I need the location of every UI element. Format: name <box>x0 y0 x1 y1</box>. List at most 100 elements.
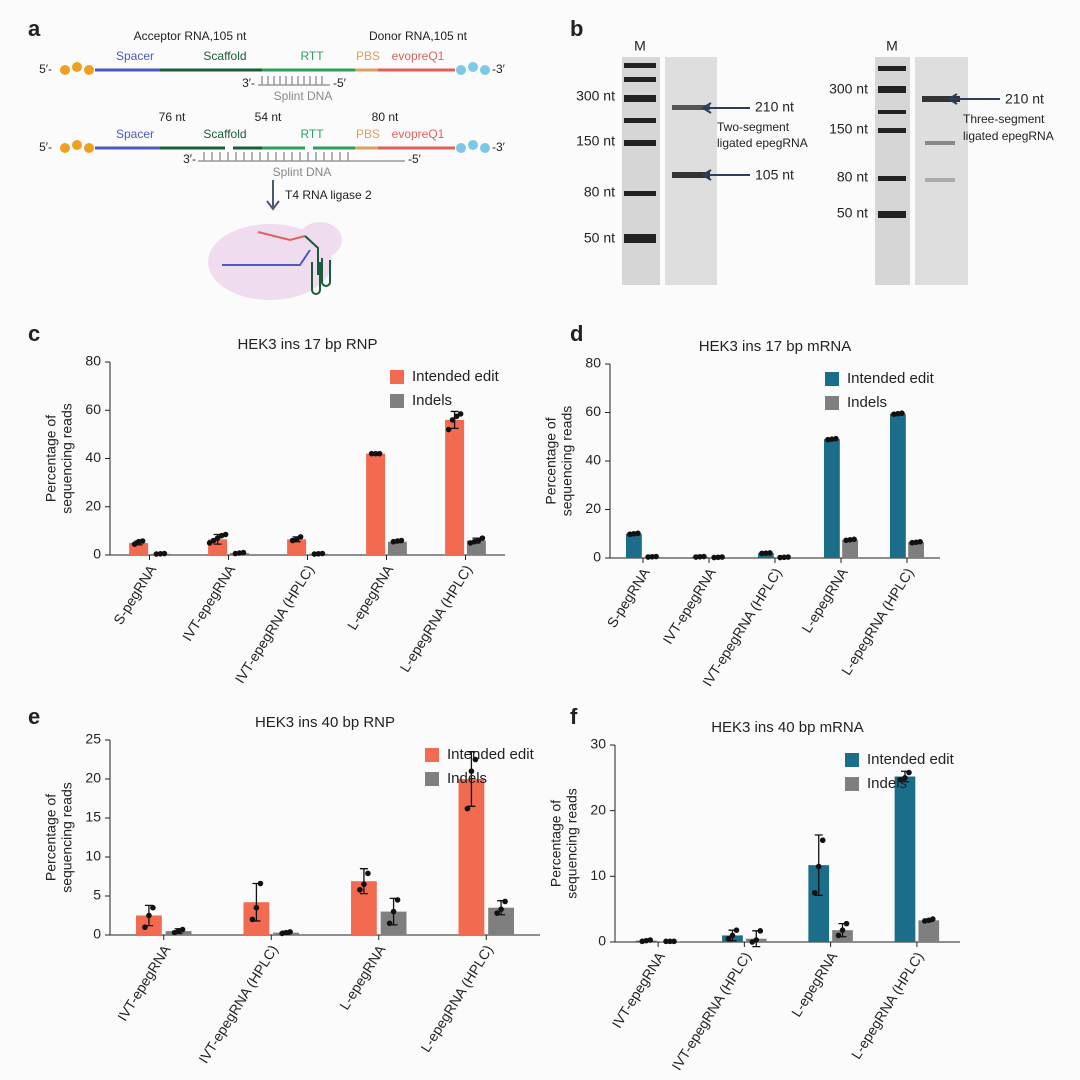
data-point <box>902 775 908 781</box>
x-tick-label: IVT-epegRNA (HPLC) <box>195 942 281 1066</box>
band-note: ligated epegRNA <box>963 129 1054 143</box>
data-point <box>386 920 393 927</box>
splint-label: Splint DNA <box>273 165 332 179</box>
segment-label: Spacer <box>116 127 154 141</box>
x-tick-label: L-epegRNA <box>336 942 389 1013</box>
ladder-label: 80 nt <box>837 169 868 185</box>
splint-label: Splint DNA <box>274 89 333 103</box>
segment-label: PBS <box>356 49 380 63</box>
data-point <box>843 920 850 927</box>
end-label: -5′ <box>408 152 422 166</box>
data-point <box>157 550 164 557</box>
x-tick-label: L-epegRNA (HPLC) <box>848 949 927 1062</box>
band-note: Two-segment <box>717 120 790 134</box>
data-point <box>390 908 397 915</box>
data-point <box>502 898 508 905</box>
y-tick-label: 0 <box>93 926 101 942</box>
data-point <box>376 450 383 457</box>
data-point <box>833 435 839 442</box>
gel-bands <box>878 66 960 218</box>
data-point <box>161 550 168 557</box>
band-label: 105 nt <box>755 167 794 183</box>
bar <box>445 419 465 555</box>
data-point <box>394 897 401 903</box>
y-tick-label: 60 <box>85 401 101 417</box>
data-point <box>311 551 318 557</box>
data-point <box>398 537 405 544</box>
data-point <box>851 536 857 543</box>
band-label: 210 nt <box>755 99 794 115</box>
legend-swatch <box>425 772 439 786</box>
end-label: 3′- <box>242 76 255 90</box>
panel-label: a <box>28 16 41 41</box>
legend-label: Indels <box>412 392 452 409</box>
legend-swatch <box>845 753 859 767</box>
data-point <box>757 928 764 934</box>
band-note: Three-segment <box>963 112 1045 126</box>
x-tick-label: IVT-epegRNA <box>608 949 668 1031</box>
y-tick-label: 0 <box>93 546 101 562</box>
data-point <box>667 938 673 945</box>
x-tick-label: IVT-epegRNA (HPLC) <box>668 949 754 1073</box>
segment-label: RTT <box>300 127 324 141</box>
data-point <box>733 927 740 933</box>
legend-label: Indels <box>447 770 487 787</box>
chart: HEK3 ins 17 bp mRNA Percentage of sequenci… <box>543 338 940 689</box>
bar <box>889 413 906 558</box>
chart: HEK3 ins 17 bp RNP Percentage of sequencin… <box>43 336 505 686</box>
x-tick-label: L-epegRNA <box>798 565 851 636</box>
legend-swatch <box>845 777 859 791</box>
end-label: 3′- <box>183 152 196 166</box>
y-tick-label: 20 <box>85 770 101 786</box>
legend-label: Intended edit <box>847 370 935 387</box>
bar <box>823 439 840 558</box>
chart-title: HEK3 ins 17 bp mRNA <box>699 338 852 355</box>
data-point <box>494 910 500 916</box>
data-point <box>653 553 659 560</box>
segment-label: RTT <box>300 49 324 63</box>
data-point <box>464 805 471 812</box>
y-tick-label: 80 <box>585 355 601 371</box>
ladder-label: 300 nt <box>576 88 615 104</box>
segment-label: Scaffold <box>203 49 246 63</box>
x-tick-label: L-epegRNA (HPLC) <box>396 562 475 675</box>
panel-label: d <box>570 321 583 346</box>
data-point <box>929 916 936 922</box>
data-point <box>729 932 736 939</box>
y-tick-label: 15 <box>85 809 101 825</box>
y-tick-label: 40 <box>85 449 101 465</box>
chart-title: HEK3 ins 17 bp RNP <box>237 336 377 353</box>
y-tick-label: 20 <box>590 801 606 817</box>
x-tick-label: IVT-epegRNA <box>114 942 174 1024</box>
y-tick-label: 10 <box>85 848 101 864</box>
data-point <box>253 904 260 911</box>
bar <box>625 533 642 558</box>
data-point <box>899 410 905 417</box>
bar <box>387 541 407 555</box>
y-tick-label: 10 <box>590 867 606 883</box>
gel-lane <box>875 57 910 285</box>
data-point <box>372 450 379 457</box>
ladder-label: 150 nt <box>829 121 868 137</box>
data-point <box>781 554 787 561</box>
y-axis-label: sequencing reads <box>59 782 75 893</box>
data-point <box>711 554 717 561</box>
data-point <box>759 550 765 557</box>
data-point <box>906 769 912 776</box>
panel-a: Acceptor RNA,105 nt Donor RNA,105 nt Spa… <box>39 29 506 300</box>
label: Donor RNA,105 nt <box>369 29 468 43</box>
segment-label: PBS <box>356 127 380 141</box>
ladder-label: 50 nt <box>837 205 868 221</box>
end-label: -3′ <box>492 140 506 154</box>
data-point <box>715 554 721 561</box>
band-note: ligated epegRNA <box>717 136 808 150</box>
data-point <box>297 534 304 540</box>
legend-swatch <box>425 748 439 762</box>
legend-swatch <box>825 372 839 386</box>
data-point <box>671 938 677 945</box>
complex-icon <box>208 222 342 300</box>
data-point <box>697 553 703 560</box>
data-point <box>179 926 186 933</box>
legend-swatch <box>825 396 839 410</box>
segment-label: Spacer <box>116 49 154 63</box>
